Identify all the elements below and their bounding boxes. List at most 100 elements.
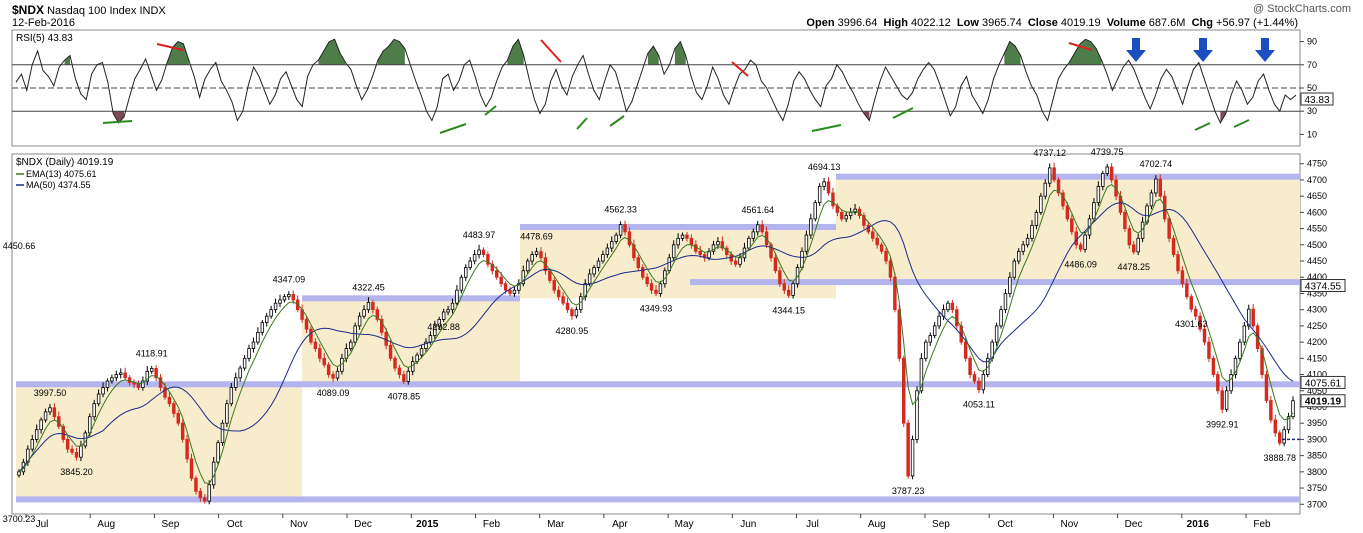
price-annotation: 4344.15 <box>772 305 805 315</box>
price-x-tick-label: Dec <box>354 519 372 530</box>
candle-body <box>1110 167 1113 180</box>
candle-body <box>774 258 777 271</box>
price-x-tick-label: Oct <box>227 519 243 530</box>
candle-body <box>31 439 34 449</box>
candle-body <box>1009 277 1012 293</box>
price-annotation: 4483.97 <box>463 230 496 240</box>
support-resistance-line <box>520 224 836 230</box>
candle-body <box>1066 206 1069 219</box>
price-x-tick-label: Dec <box>1125 519 1143 530</box>
price-annotation: 4702.74 <box>1140 159 1173 169</box>
candle-body <box>119 373 122 375</box>
candle-body <box>226 404 229 423</box>
candle-body <box>840 212 843 218</box>
price-x-tick-label: Aug <box>868 519 886 530</box>
candle-body <box>575 310 578 316</box>
candle-body <box>1225 391 1228 410</box>
candle-body <box>995 326 998 342</box>
candle-body <box>1283 430 1286 443</box>
candle-body <box>593 268 596 274</box>
candle-body <box>535 252 538 255</box>
candle-body <box>1203 329 1206 342</box>
candle-body <box>1084 235 1087 249</box>
candle-body <box>75 452 78 457</box>
candle-body <box>261 323 264 333</box>
candle-body <box>602 255 605 261</box>
candle-body <box>1079 245 1082 250</box>
price-annotation: 4301.63 <box>1175 319 1208 329</box>
candle-body <box>482 250 485 255</box>
candle-body <box>1128 229 1131 245</box>
candle-body <box>385 332 388 345</box>
candle-body <box>1124 212 1127 228</box>
price-y-tick-label: 4200 <box>1307 337 1327 347</box>
candle-body <box>1177 255 1180 271</box>
candle-body <box>1022 245 1025 251</box>
candle-body <box>420 349 423 355</box>
candle-body <box>279 300 282 303</box>
candle-body <box>1278 433 1281 443</box>
candle-body <box>1101 173 1104 186</box>
candle-body <box>1048 168 1051 183</box>
candle-body <box>686 235 689 238</box>
candle-body <box>641 268 644 278</box>
price-y-tick-label: 4250 <box>1307 321 1327 331</box>
price-annotation: 4053.11 <box>963 400 995 410</box>
price-last-tag-value: 4075.61 <box>1305 378 1342 389</box>
candle-body <box>628 232 631 245</box>
candle-body <box>248 349 251 359</box>
candle-body <box>955 310 958 326</box>
candle-body <box>181 423 184 439</box>
candle-body <box>1097 186 1100 202</box>
candle-body <box>349 342 352 348</box>
candle-body <box>195 478 198 491</box>
rsi-y-tick-label: 90 <box>1307 37 1317 47</box>
candle-body <box>597 261 600 267</box>
candle-body <box>889 261 892 277</box>
candle-body <box>982 375 985 390</box>
price-last-tag-value: 4374.55 <box>1305 281 1342 292</box>
support-resistance-line <box>16 381 1300 387</box>
candle-body <box>358 316 361 326</box>
candle-body <box>394 358 397 368</box>
price-annotation: 3888.78 <box>1263 453 1296 463</box>
price-annotation: 4349.93 <box>640 303 673 313</box>
candle-body <box>292 294 295 300</box>
candle-body <box>951 303 954 309</box>
candle-body <box>44 412 47 420</box>
candle-body <box>221 423 224 442</box>
candle-body <box>902 358 905 423</box>
candle-body <box>111 378 114 381</box>
candle-body <box>35 430 38 440</box>
candle-body <box>239 368 242 378</box>
candle-body <box>367 302 370 309</box>
candle-body <box>1044 183 1047 196</box>
price-annotation: 4280.95 <box>556 326 589 336</box>
rsi-panel: 9070503010 RSI(5) 43.83 43.83 <box>12 30 1333 146</box>
candle-body <box>1150 193 1153 206</box>
price-annotation: 4478.69 <box>520 232 553 242</box>
price-annotation: 4089.09 <box>317 388 350 398</box>
candle-body <box>1053 168 1056 180</box>
candle-body <box>880 245 883 251</box>
price-x-axis: Jul Aug Sep Oct Nov Dec 2015 Feb Mar Apr May Jun Jul… <box>26 514 1271 530</box>
candle-body <box>469 261 472 267</box>
support-resistance-line <box>836 174 1300 180</box>
candle-body <box>1159 179 1162 196</box>
price-x-tick-label: Feb <box>1253 519 1271 530</box>
candle-body <box>1017 251 1020 261</box>
candle-body <box>646 277 649 283</box>
price-annotation: 3787.23 <box>892 486 925 496</box>
candle-body <box>1000 310 1003 326</box>
candle-body <box>637 258 640 268</box>
candle-body <box>283 297 286 300</box>
price-y-tick-label: 3700 <box>1307 499 1327 509</box>
candle-body <box>787 290 790 295</box>
price-annotation: 4486.09 <box>1064 259 1097 269</box>
shaded-range <box>16 384 302 499</box>
candle-body <box>1265 375 1268 401</box>
candle-body <box>318 349 321 359</box>
candle-body <box>588 274 591 284</box>
candle-body <box>699 251 702 254</box>
